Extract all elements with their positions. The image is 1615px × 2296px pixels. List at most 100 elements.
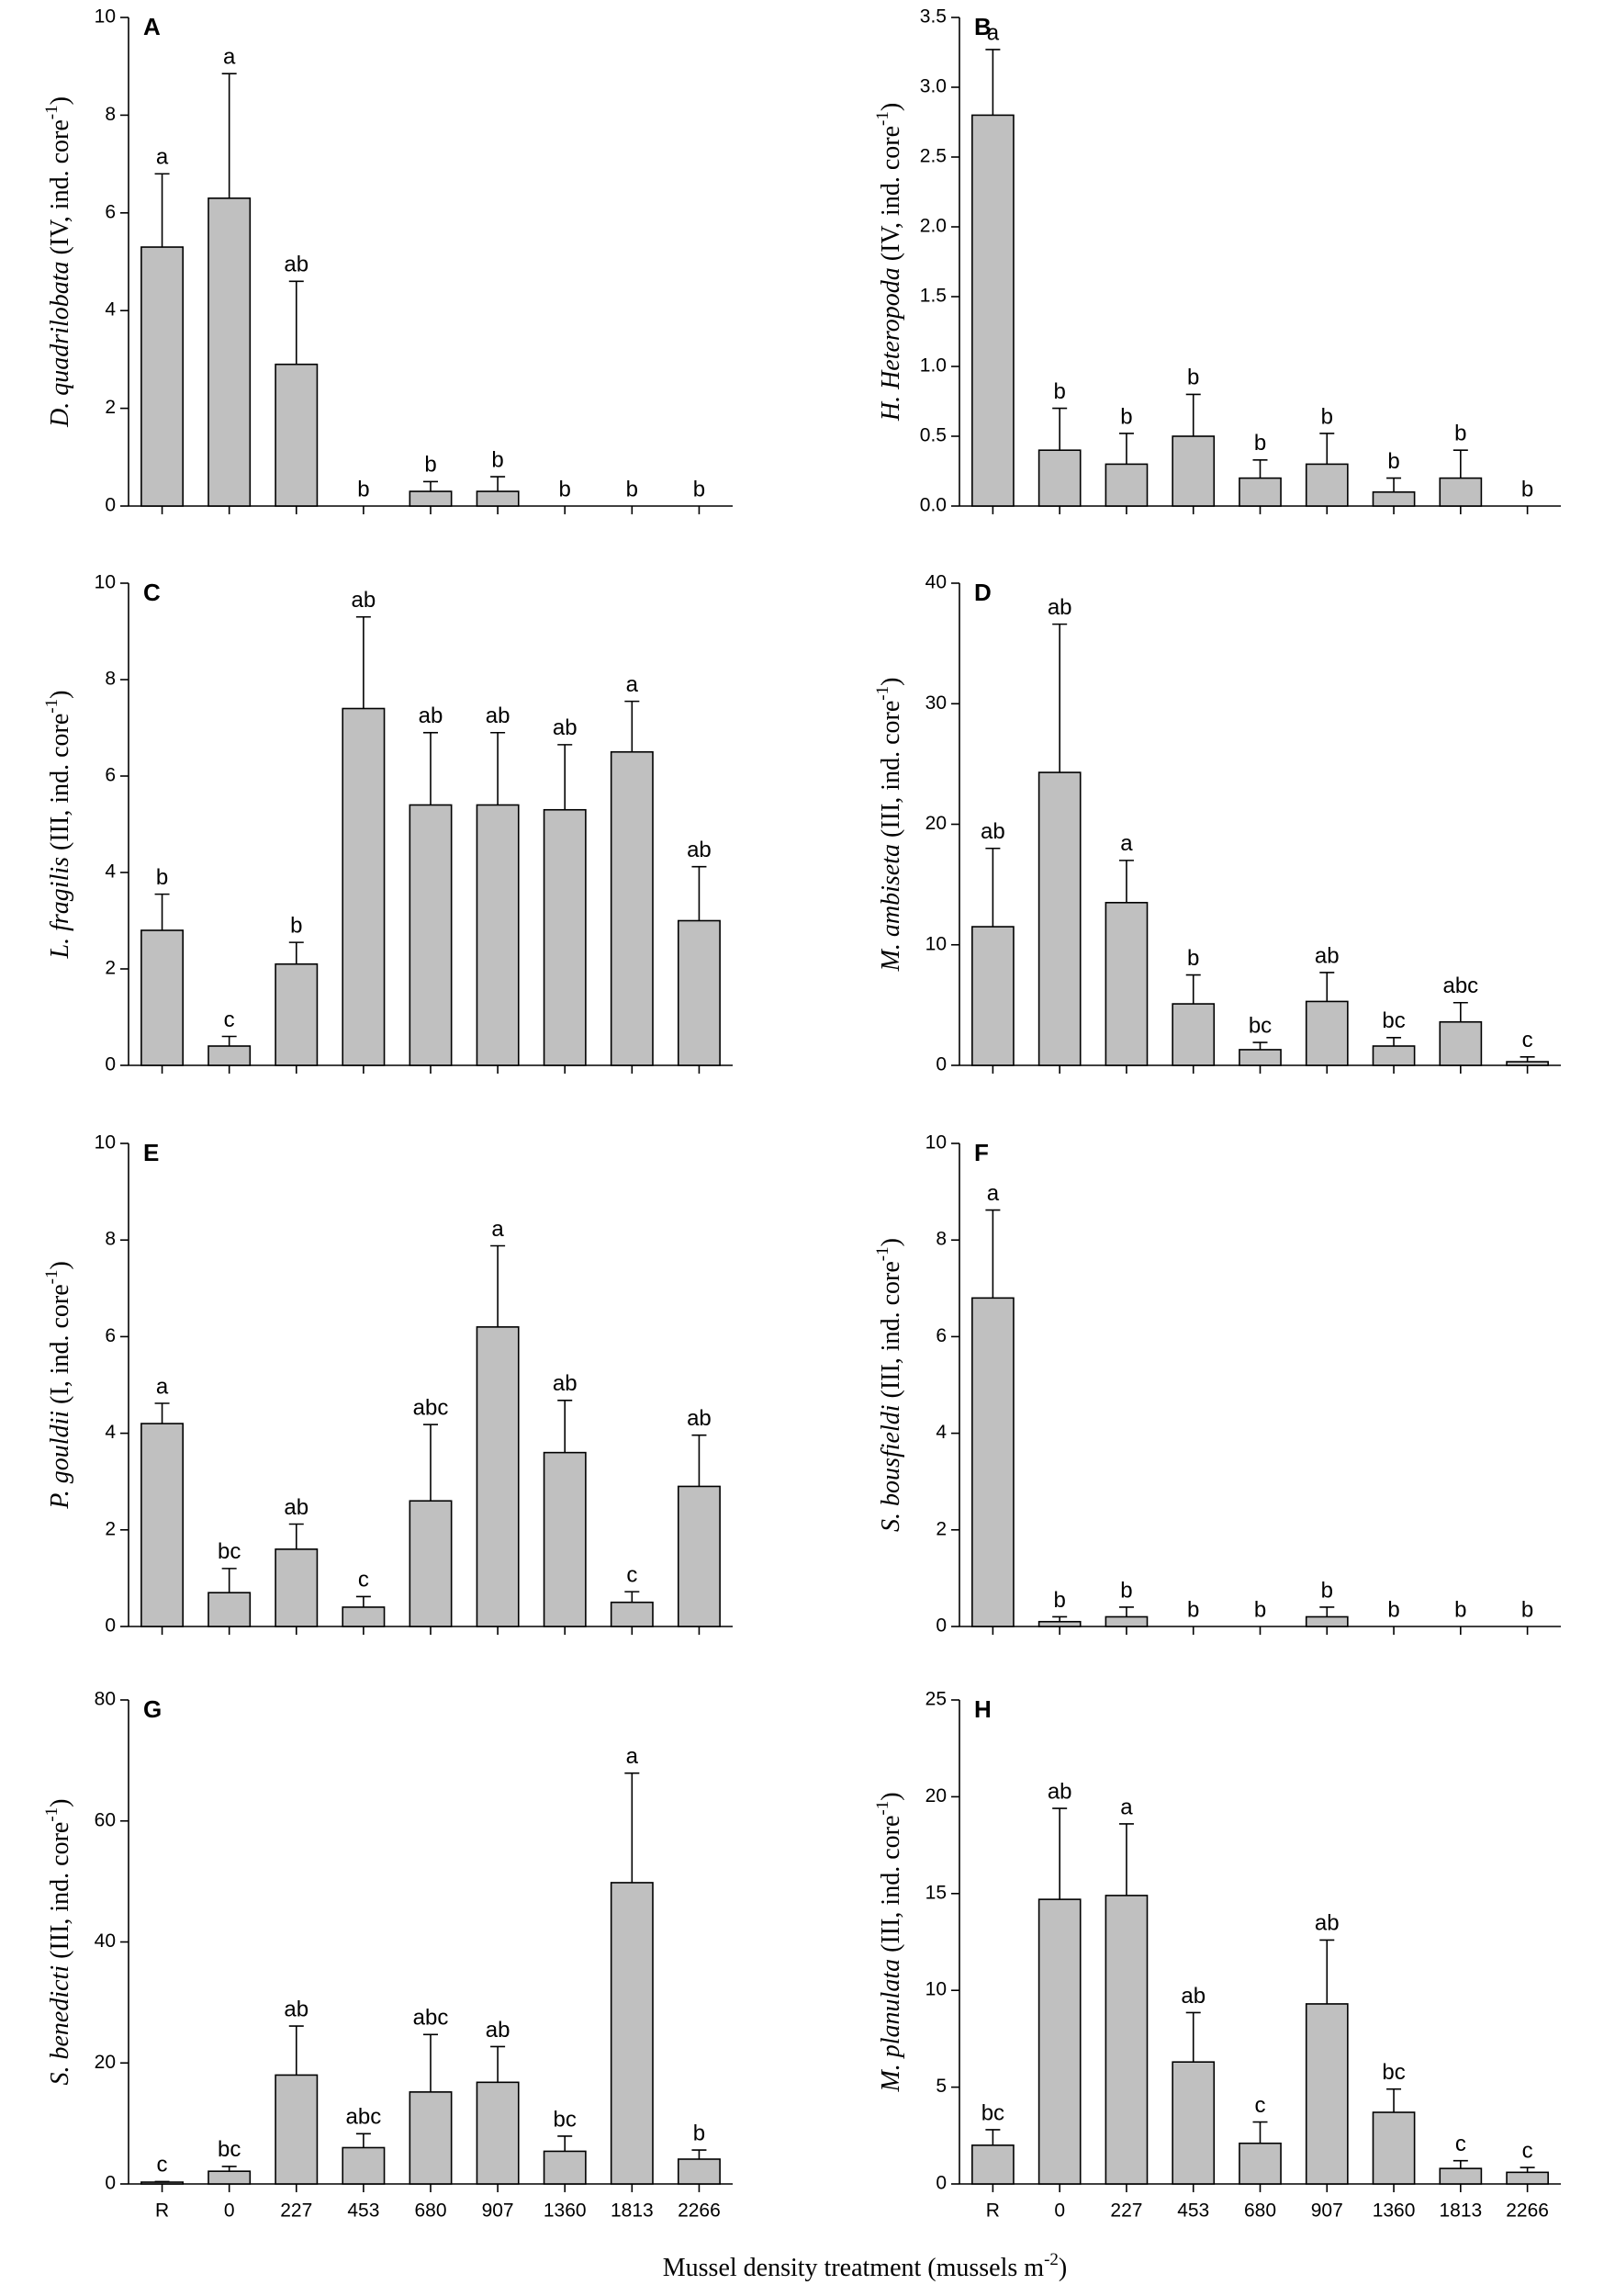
bar <box>1037 1620 1082 1627</box>
significance-letter: a <box>156 1374 169 1399</box>
bar <box>677 1485 721 1627</box>
unit-sup: -1 <box>873 111 892 126</box>
bar <box>140 1423 185 1627</box>
bar <box>1105 463 1149 507</box>
unit-text: (IV, ind. core <box>46 119 74 261</box>
significance-letter: b <box>1053 1588 1065 1613</box>
significance-letter: b <box>1254 1597 1266 1622</box>
significance-letter: a <box>223 45 236 70</box>
unit-sup: -1 <box>873 686 892 701</box>
y-tick-label: 8 <box>105 669 116 690</box>
significance-letter: a <box>626 1744 639 1769</box>
bar <box>409 2091 453 2185</box>
y-tick-label: 25 <box>925 1689 947 1710</box>
significance-letter: bc <box>1382 2060 1405 2085</box>
y-axis-label: L. fragilis (III, ind. core-1) <box>42 691 75 960</box>
y-tick-label: 0 <box>105 1615 116 1637</box>
y-tick-label: 0 <box>105 1054 116 1075</box>
y-axis-label: M. ambiseta (III, ind. core-1) <box>873 678 906 973</box>
unit-close: ) <box>46 1798 74 1806</box>
significance-letter: c <box>224 1007 235 1032</box>
bar <box>476 1326 520 1627</box>
bar <box>1439 2167 1483 2185</box>
significance-letter: a <box>1120 1795 1133 1819</box>
y-tick-label: 10 <box>925 933 947 954</box>
significance-letter: ab <box>486 703 510 728</box>
y-tick-label: 20 <box>925 813 947 834</box>
significance-letter: c <box>1255 2093 1266 2118</box>
unit-text: (I, ind. core <box>46 1284 74 1411</box>
y-axis-label: M. planulata (III, ind. core-1) <box>873 1792 906 2092</box>
y-tick-label: 10 <box>925 1132 947 1154</box>
bar <box>971 114 1015 507</box>
significance-letter: b <box>1321 404 1333 429</box>
y-tick-label: 80 <box>95 1689 116 1710</box>
y-tick-label: 1.5 <box>920 286 947 307</box>
unit-sup: -1 <box>42 1270 62 1285</box>
significance-letter: ab <box>1181 1984 1206 2009</box>
y-tick-label: 2.5 <box>920 146 947 167</box>
significance-letter: b <box>424 453 436 478</box>
significance-letter: a <box>987 1181 1000 1206</box>
significance-letter: bc <box>218 1539 241 1564</box>
y-axis-label: S. bousfieldi (III, ind. core-1) <box>873 1238 906 1532</box>
bar <box>1305 2003 1349 2185</box>
bar <box>1372 2111 1416 2185</box>
significance-letter: c <box>1522 2138 1533 2163</box>
bar <box>543 1451 587 1627</box>
panel-label: D <box>974 579 992 606</box>
significance-letter: b <box>1187 1597 1199 1622</box>
x-tick-label: 680 <box>414 2200 446 2222</box>
bar <box>476 2081 520 2185</box>
bar <box>207 2170 252 2185</box>
bar <box>342 1606 386 1627</box>
significance-letter: ab <box>284 1997 308 2021</box>
y-tick-label: 0.5 <box>920 425 947 446</box>
significance-letter: abc <box>1442 974 1478 998</box>
significance-letter: b <box>1454 1597 1466 1622</box>
panel-label: F <box>974 1139 989 1166</box>
significance-letter: ab <box>1315 1911 1340 1936</box>
x-tick-label: 1360 <box>1373 2200 1416 2222</box>
y-axis-label: P. gouldii (I, ind. core-1) <box>42 1261 75 1510</box>
significance-letter: bc <box>218 2137 241 2162</box>
y-tick-label: 2 <box>105 397 116 418</box>
significance-letter: b <box>156 865 168 890</box>
species-name: S. bousfieldi <box>877 1404 905 1531</box>
x-tick-label: 907 <box>1311 2200 1343 2222</box>
significance-letter: c <box>1522 1028 1533 1052</box>
y-axis-label: H. Heteropoda (IV, ind. core-1) <box>873 103 906 422</box>
y-tick-label: 20 <box>925 1785 947 1806</box>
y-tick-label: 6 <box>105 765 116 786</box>
y-tick-label: 2 <box>105 1518 116 1539</box>
panel-label: C <box>143 579 161 606</box>
panel-label: A <box>143 13 161 40</box>
unit-close: ) <box>46 1261 74 1269</box>
x-tick-label: R <box>155 2200 169 2222</box>
unit-close: ) <box>877 678 905 686</box>
y-tick-label: 4 <box>105 861 116 883</box>
y-axis-label: S. benedicti (III, ind. core-1) <box>42 1798 75 2085</box>
significance-letter: abc <box>413 2006 449 2031</box>
y-tick-label: 20 <box>95 2052 116 2073</box>
significance-letter: ab <box>553 1371 578 1396</box>
unit-text: (III, ind. core <box>877 1261 905 1404</box>
significance-letter: b <box>290 913 302 938</box>
species-name: S. benedicti <box>46 1965 74 2086</box>
x-tick-label: 0 <box>224 2200 235 2222</box>
significance-letter: abc <box>346 2105 382 2130</box>
bar <box>476 490 520 507</box>
bar <box>207 197 252 507</box>
significance-letter: b <box>1321 1578 1333 1603</box>
bar <box>543 808 587 1066</box>
bar <box>1105 1895 1149 2185</box>
panel-label: H <box>974 1695 992 1723</box>
y-tick-label: 40 <box>925 572 947 593</box>
significance-letter: b <box>491 447 503 472</box>
y-tick-label: 4 <box>105 1422 116 1443</box>
significance-letter: ab <box>284 1495 308 1520</box>
significance-letter: b <box>1521 477 1533 501</box>
bar <box>971 1297 1015 1627</box>
unit-close: ) <box>877 1238 905 1246</box>
bar <box>1239 2142 1282 2185</box>
